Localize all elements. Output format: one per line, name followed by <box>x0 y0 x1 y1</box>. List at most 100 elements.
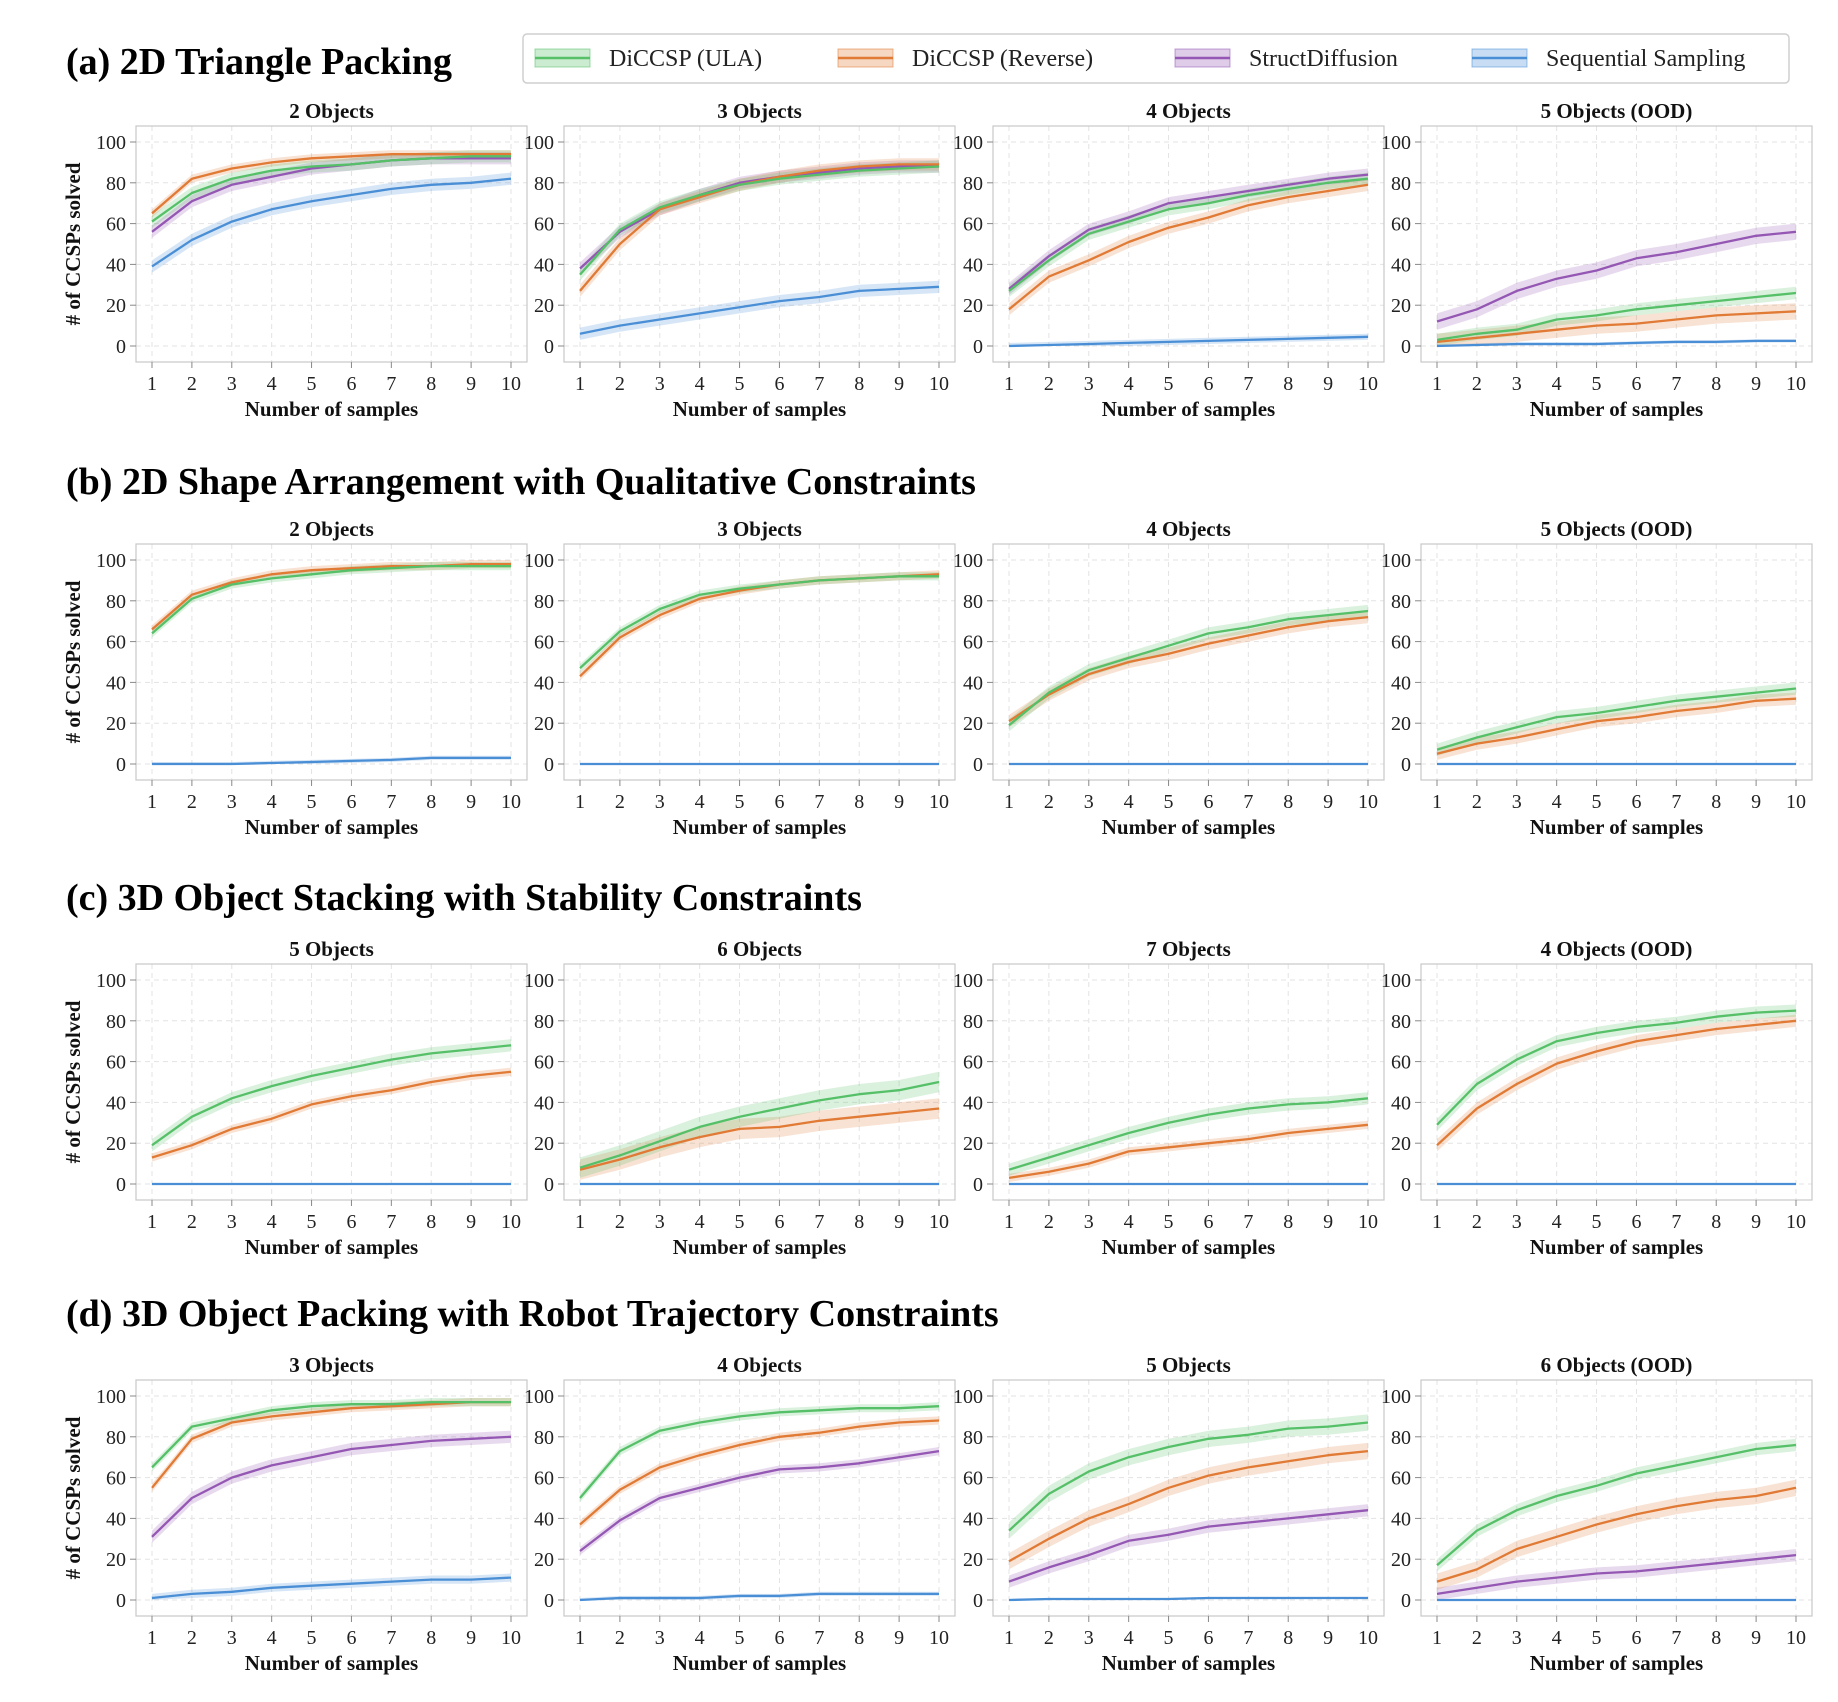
x-tick-label: 5 <box>1164 1211 1174 1233</box>
plot-frame <box>1420 1379 1813 1617</box>
panel-title: 4 Objects (OOD) <box>1541 937 1693 961</box>
series-line <box>1008 177 1369 292</box>
x-axis-label: Number of samples <box>673 815 846 839</box>
x-tick-label: 3 <box>227 1211 237 1233</box>
x-tick-label: 7 <box>386 1211 396 1233</box>
series-line <box>151 564 511 635</box>
series-band <box>1009 168 1368 295</box>
y-tick-label: 20 <box>106 295 126 317</box>
section-title-b: (b) 2D Shape Arrangement with Qualitativ… <box>66 461 976 503</box>
x-tick-label: 4 <box>267 373 277 395</box>
series-band <box>1009 1504 1368 1588</box>
x-tick-label: 8 <box>1711 1627 1721 1649</box>
x-tick-label: 6 <box>346 373 356 395</box>
x-tick-label: 4 <box>1124 373 1134 395</box>
series-line <box>151 155 511 223</box>
plot-frame <box>992 963 1385 1201</box>
legend-item-seq: Sequential Sampling <box>1471 46 1745 72</box>
x-tick-label: 10 <box>1358 373 1378 395</box>
x-tick-label: 9 <box>1323 1627 1333 1649</box>
x-tick-label: 5 <box>1592 791 1602 813</box>
x-tick-label: 7 <box>1243 1211 1253 1233</box>
x-tick-label: 9 <box>1323 373 1333 395</box>
series-line <box>1436 1019 1797 1147</box>
x-tick-label: 5 <box>1592 1627 1602 1649</box>
x-tick-label: 1 <box>1432 791 1442 813</box>
x-tick-label: 9 <box>894 1211 904 1233</box>
chart-panel: 0 20 40 60 80 100 1 2 3 4 5 6 7 8 9 10 6 Objects (OOD) Nu… <box>1381 1353 1813 1675</box>
x-tick-label: 2 <box>187 1211 197 1233</box>
x-tick-label: 5 <box>1592 373 1602 395</box>
x-tick-label: 3 <box>1512 1211 1522 1233</box>
x-tick-label: 10 <box>501 791 521 813</box>
plot-frame <box>135 125 528 363</box>
y-tick-label: 100 <box>524 1386 554 1408</box>
x-tick-label: 8 <box>426 373 436 395</box>
panel-title: 2 Objects <box>289 517 374 541</box>
y-tick-label: 60 <box>534 1052 554 1074</box>
x-tick-label: 10 <box>501 1627 521 1649</box>
x-tick-label: 2 <box>615 791 625 813</box>
y-tick-label: 0 <box>544 754 554 776</box>
x-tick-label: 2 <box>1472 791 1482 813</box>
series-band <box>1437 682 1796 756</box>
y-tick-label: 100 <box>1381 1386 1411 1408</box>
x-tick-label: 8 <box>1711 373 1721 395</box>
x-tick-label: 2 <box>1472 373 1482 395</box>
x-tick-label: 6 <box>1631 373 1641 395</box>
y-tick-label: 100 <box>953 970 983 992</box>
y-tick-label: 0 <box>116 1590 126 1612</box>
x-tick-label: 1 <box>147 1627 157 1649</box>
y-tick-label: 20 <box>534 713 554 735</box>
series-line <box>579 165 940 276</box>
series-band <box>152 152 511 238</box>
x-tick-label: 5 <box>735 1627 745 1649</box>
x-tick-label: 4 <box>267 791 277 813</box>
x-tick-label: 5 <box>1164 791 1174 813</box>
x-tick-label: 9 <box>1751 1211 1761 1233</box>
y-tick-label: 60 <box>1391 214 1411 236</box>
y-tick-label: 100 <box>96 970 126 992</box>
y-tick-label: 60 <box>1391 632 1411 654</box>
chart-panel: 0 20 40 60 80 100 1 2 3 4 5 6 7 8 9 10 5 Objects Number o… <box>61 937 528 1259</box>
series-line <box>1008 1596 1368 1602</box>
y-tick-label: 40 <box>963 254 983 276</box>
y-tick-label: 60 <box>106 1468 126 1490</box>
section-title-a: (a) 2D Triangle Packing <box>66 41 452 83</box>
x-tick-label: 2 <box>187 373 197 395</box>
panel-title: 5 Objects (OOD) <box>1541 99 1693 123</box>
y-tick-label: 0 <box>1401 754 1411 776</box>
x-tick-label: 4 <box>1552 373 1562 395</box>
x-tick-label: 3 <box>655 791 665 813</box>
y-tick-label: 100 <box>96 550 126 572</box>
series-band <box>152 1067 511 1162</box>
x-tick-label: 9 <box>1751 373 1761 395</box>
x-tick-label: 10 <box>929 791 949 813</box>
y-tick-label: 0 <box>1401 1174 1411 1196</box>
x-tick-label: 7 <box>1671 373 1681 395</box>
y-tick-label: 60 <box>1391 1052 1411 1074</box>
y-tick-label: 100 <box>524 550 554 572</box>
series-line <box>1008 1509 1369 1583</box>
y-tick-label: 100 <box>524 970 554 992</box>
x-tick-label: 9 <box>466 791 476 813</box>
x-tick-label: 3 <box>1084 791 1094 813</box>
panel-title: 5 Objects <box>289 937 374 961</box>
panel-title: 4 Objects <box>717 1353 802 1377</box>
x-tick-label: 5 <box>735 373 745 395</box>
y-tick-label: 0 <box>973 1174 983 1196</box>
y-tick-label: 40 <box>534 1508 554 1530</box>
x-tick-label: 3 <box>1084 373 1094 395</box>
y-tick-label: 60 <box>963 632 983 654</box>
x-tick-label: 8 <box>426 791 436 813</box>
series-band <box>152 1039 511 1152</box>
x-tick-label: 1 <box>1432 373 1442 395</box>
chart-panel: 0 20 40 60 80 100 1 2 3 4 5 6 7 8 9 10 5 Objects (OOD) Nu… <box>1381 99 1813 421</box>
y-tick-label: 0 <box>544 1174 554 1196</box>
x-tick-label: 8 <box>854 1627 864 1649</box>
x-tick-label: 8 <box>1711 791 1721 813</box>
x-tick-label: 6 <box>774 1211 784 1233</box>
x-tick-label: 3 <box>655 373 665 395</box>
panel-title: 5 Objects (OOD) <box>1541 517 1693 541</box>
y-tick-label: 20 <box>963 713 983 735</box>
